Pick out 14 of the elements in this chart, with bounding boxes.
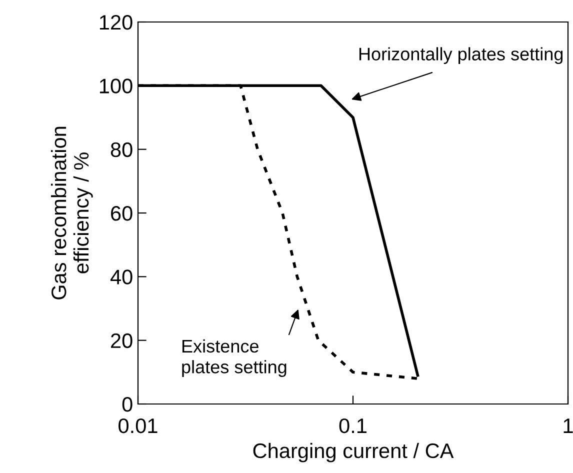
y-tick-label: 20 xyxy=(111,333,132,348)
y-tick-label: 120 xyxy=(100,15,132,30)
y-tick-label: 60 xyxy=(111,206,132,221)
y-tick-label: 80 xyxy=(110,142,132,158)
y-axis-title: Gas recombination efficiency / % xyxy=(50,126,93,300)
x-axis-title: Charging current / CA xyxy=(253,442,454,462)
y-tick-label: 100 xyxy=(100,78,132,94)
annotation: Horizontally plates setting xyxy=(359,47,563,64)
y-tick-label: 40 xyxy=(110,270,132,284)
x-tick-label: 1 xyxy=(564,418,573,433)
x-tick-label: 0.1 xyxy=(339,418,366,434)
y-tick-label: 0 xyxy=(122,397,132,412)
x-tick-label: 0.01 xyxy=(118,418,158,434)
annotation: Existence plates setting xyxy=(182,339,286,377)
